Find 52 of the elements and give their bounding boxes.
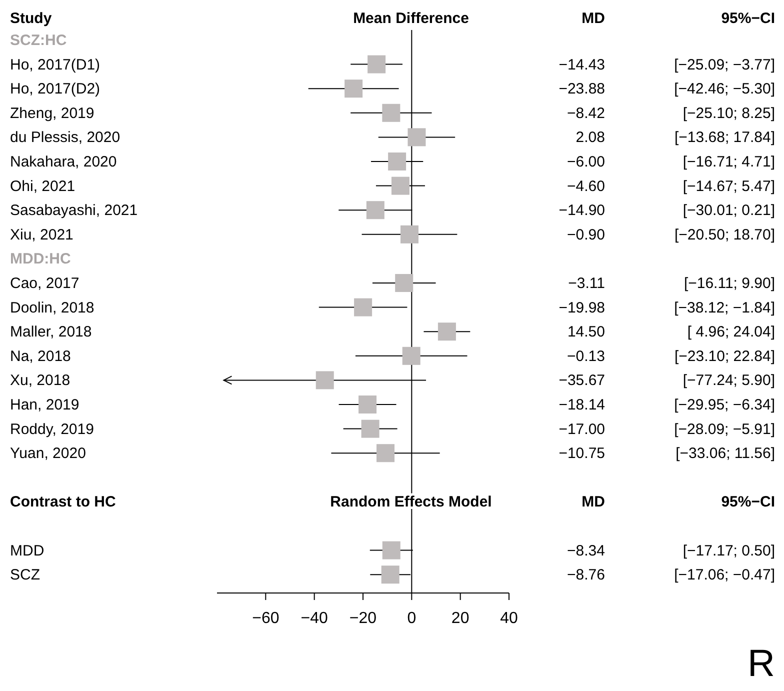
text: −23.88 [−42.46; −5.30]: [558, 80, 775, 98]
text: −19.98 [−38.12; −1.84]: [558, 299, 775, 316]
text: Mean Difference: [353, 10, 469, 27]
text: −3.11 [−16.11; 9.90]: [568, 275, 775, 292]
y-tick-label: Xu, 2018: [10, 372, 70, 390]
text: −14.43 [−25.09; −3.77]: [558, 56, 775, 74]
text: MD: [582, 494, 606, 511]
text: −0.13 [−23.10; 22.84]: [567, 348, 775, 365]
text: −8.34 [−17.17; 0.50]: [567, 542, 775, 560]
y-tick-label: Xiu, 2021: [10, 226, 74, 244]
text: −18.14 [−29.95; −6.34]: [558, 396, 775, 414]
x-tick-label: −40: [300, 610, 328, 627]
text: −10.75 [−33.06; 11.56]: [558, 445, 775, 462]
text: −17.00 [−28.09; −5.91]: [558, 420, 775, 438]
y-tick-label: Yuan, 2020: [10, 445, 86, 462]
text: −4.60 [−14.67; 5.47]: [567, 178, 775, 195]
text: −14.90 [−30.01; 0.21]: [558, 202, 775, 220]
y-tick-label: Cao, 2017: [10, 275, 80, 292]
y-tick-label: Roddy, 2019: [10, 420, 94, 438]
text: 95%−CI: [721, 494, 775, 511]
x-tick-label: −60: [252, 610, 280, 627]
x-tick-label: 20: [451, 610, 470, 627]
x-tick-label: −20: [349, 610, 377, 627]
y-tick-label: Doolin, 2018: [10, 299, 94, 316]
text: MD: [582, 10, 606, 27]
text: −35.67 [−77.24; 5.90]: [558, 372, 775, 390]
x-tick-label: 40: [500, 610, 518, 627]
y-tick-label: SCZ: [10, 566, 40, 584]
text: 14.50 [ 4.96; 24.04]: [567, 324, 775, 341]
text: Study: [10, 10, 52, 27]
text: −6.00 [−16.71; 4.71]: [567, 154, 775, 170]
x-tick-label: 0: [407, 610, 416, 627]
y-tick-label: MDD:HC: [10, 250, 71, 268]
y-tick-label: SCZ:HC: [10, 32, 67, 49]
y-tick-label: Na, 2018: [10, 348, 71, 365]
y-tick-label: Ohi, 2021: [10, 178, 76, 195]
text: 95%−CI: [721, 10, 775, 27]
text: 2.08 [−13.68; 17.84]: [576, 129, 775, 146]
text: −8.42 [−25.10; 8.25]: [567, 104, 775, 122]
y-tick-label: Ho, 2017(D2): [10, 80, 100, 98]
y-tick-label: Ho, 2017(D1): [10, 56, 100, 74]
y-tick-label: du Plessis, 2020: [10, 129, 120, 146]
text: −8.76 [−17.06; −0.47]: [567, 566, 775, 584]
y-tick-label: Nakahara, 2020: [10, 154, 117, 170]
y-tick-label: Maller, 2018: [10, 324, 92, 341]
y-tick-label: MDD: [10, 542, 44, 560]
y-tick-label: Zheng, 2019: [10, 104, 94, 122]
y-tick-label: Han, 2019: [10, 396, 80, 414]
text: R: [748, 643, 775, 685]
text: −0.90 [−20.50; 18.70]: [567, 226, 775, 244]
y-tick-label: Sasabayashi, 2021: [10, 202, 138, 220]
text: Contrast to HC: [10, 494, 116, 511]
